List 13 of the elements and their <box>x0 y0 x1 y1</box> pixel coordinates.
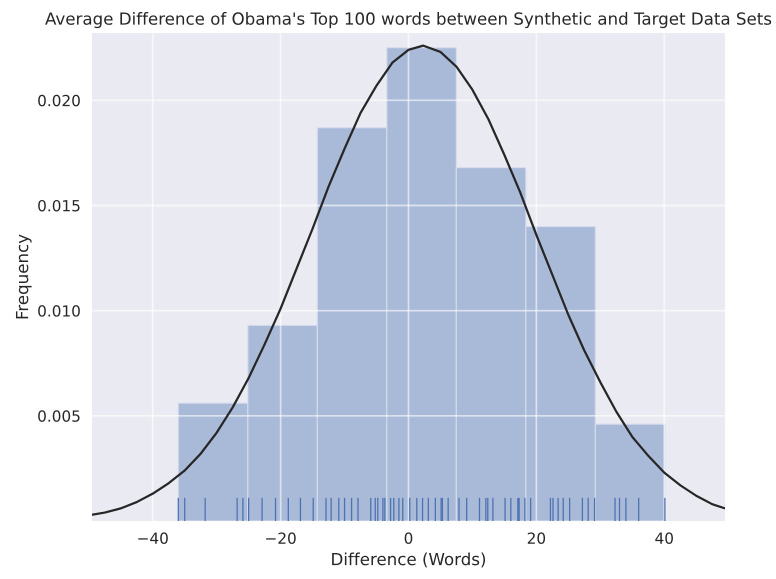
y-tick-label: 0.015 <box>38 200 80 212</box>
y-tick-label: 0.020 <box>38 94 80 106</box>
x-tick-label: −40 <box>138 532 168 544</box>
x-tick-label: −20 <box>266 532 296 544</box>
y-tick-label: 0.010 <box>38 305 80 317</box>
x-tick-label: 0 <box>404 532 412 544</box>
y-axis-title: Frequency <box>16 234 32 318</box>
y-tick-label: 0.005 <box>38 410 80 422</box>
chart-title: Average Difference of Obama's Top 100 words between Synthetic and Target Data Sets <box>45 12 772 28</box>
line-series <box>92 44 725 516</box>
x-axis-title: Difference (Words) <box>332 552 486 568</box>
x-tick-label: 40 <box>655 532 673 544</box>
x-tick-label: 20 <box>528 532 546 544</box>
